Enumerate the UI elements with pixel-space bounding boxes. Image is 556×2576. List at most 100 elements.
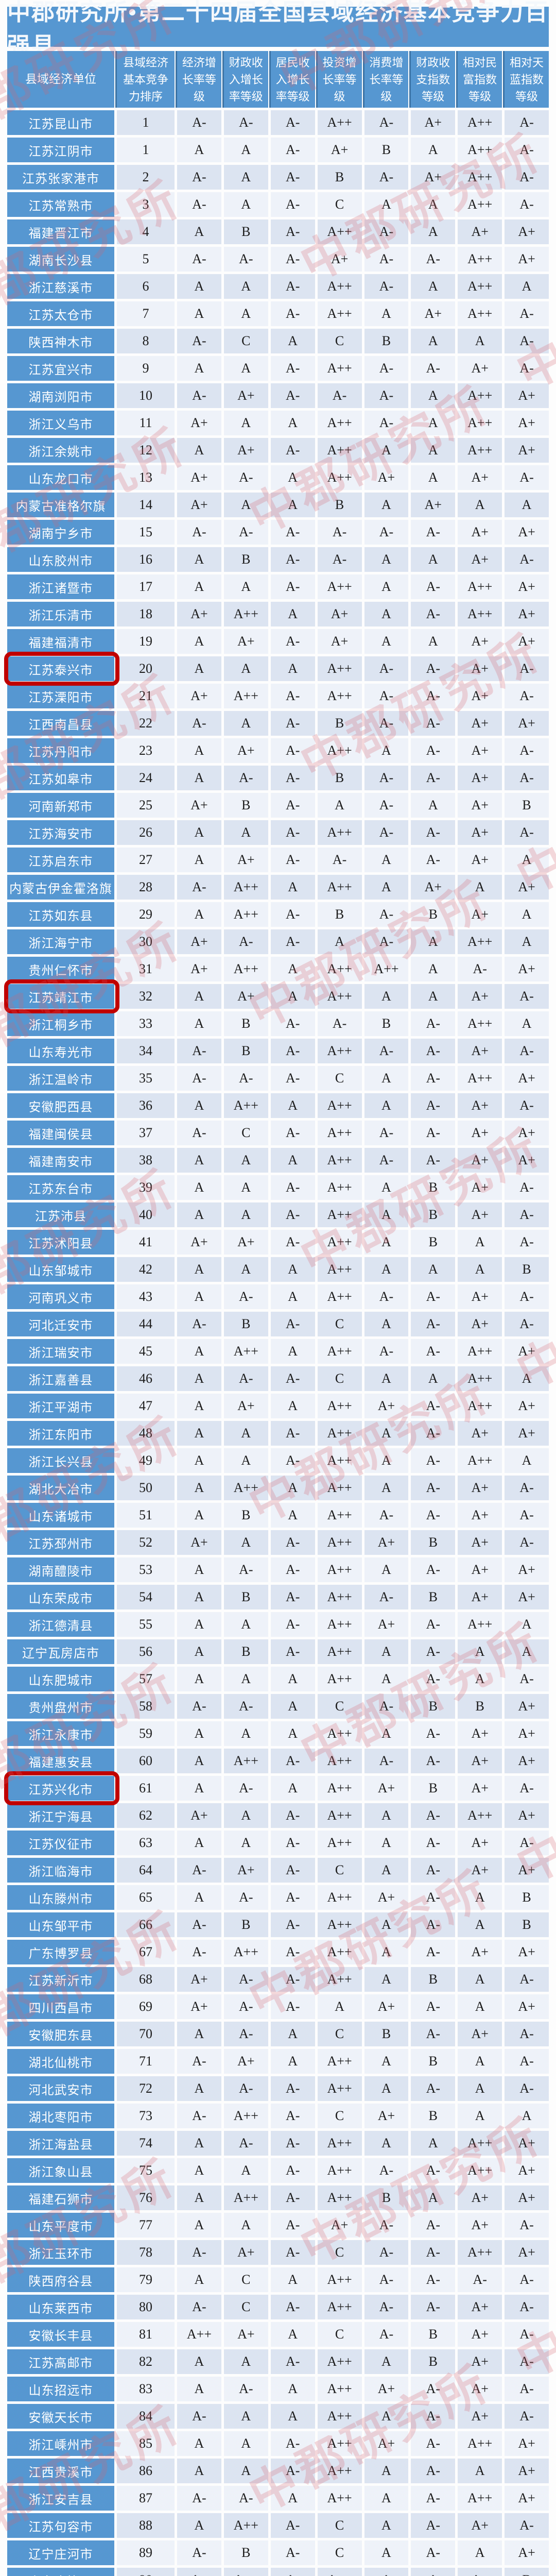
county-name-cell: 山东广饶县 <box>7 2568 114 2576</box>
county-name-cell-highlighted: 江苏兴化市 <box>4 1771 119 1805</box>
grade-cell: A- <box>505 2022 549 2046</box>
grade-cell: A- <box>364 219 409 244</box>
grade-cell: A++ <box>177 2322 221 2347</box>
grade-cell: A- <box>177 2404 221 2429</box>
rank-cell: 11 <box>117 411 175 435</box>
rank-cell: 43 <box>117 1284 175 1309</box>
rank-cell: 73 <box>117 2104 175 2128</box>
grade-cell: B <box>223 1585 268 1609</box>
grade-cell: B <box>411 2104 456 2128</box>
grade-cell: A++ <box>458 2240 502 2265</box>
grade-cell: A- <box>177 383 221 408</box>
rank-cell: 8 <box>117 329 175 353</box>
rank-cell: 66 <box>117 1912 175 1937</box>
grade-cell: A- <box>177 2486 221 2511</box>
grade-cell: A- <box>270 1639 315 1664</box>
grade-cell: B <box>411 1202 456 1227</box>
grade-cell: A++ <box>458 411 502 435</box>
grade-cell: A- <box>505 1530 549 1555</box>
grade-cell: A <box>270 1476 315 1500</box>
grade-cell: A+ <box>364 465 409 490</box>
grade-cell: A- <box>177 1066 221 1091</box>
grade-cell: C <box>223 1121 268 1145</box>
rank-cell: 28 <box>117 875 175 900</box>
grade-cell: A <box>177 1503 221 1528</box>
rank-cell: 68 <box>117 1967 175 1992</box>
rank-cell: 37 <box>117 1121 175 1145</box>
grade-cell: A- <box>505 2513 549 2538</box>
grade-cell: A- <box>364 1585 409 1609</box>
grade-cell: A <box>223 1612 268 1637</box>
grade-cell: A- <box>270 1175 315 1200</box>
county-name-cell: 浙江义乌市 <box>7 411 114 435</box>
grade-cell: A++ <box>223 902 268 927</box>
grade-cell: A- <box>177 1121 221 1145</box>
county-name-cell: 山东胶州市 <box>7 547 114 572</box>
grade-cell: A- <box>411 1885 456 1910</box>
grade-cell: A+ <box>505 629 549 654</box>
grade-cell: A <box>364 574 409 599</box>
rank-cell: 89 <box>117 2540 175 2565</box>
grade-cell: A- <box>364 820 409 845</box>
grade-cell: A++ <box>223 2104 268 2128</box>
grade-cell: A <box>270 411 315 435</box>
grade-cell: A+ <box>505 438 549 463</box>
county-name-cell: 浙江慈溪市 <box>7 274 114 299</box>
grade-cell: A <box>364 1803 409 1828</box>
grade-cell: A- <box>505 1039 549 1063</box>
rank-cell: 21 <box>117 684 175 708</box>
grade-cell: A <box>177 1885 221 1910</box>
grade-cell: A++ <box>458 138 502 162</box>
county-name-cell: 江苏邳州市 <box>7 1530 114 1555</box>
grade-cell: A- <box>411 2377 456 2401</box>
rank-cell: 49 <box>117 1448 175 1473</box>
grade-cell: A+ <box>458 1557 502 1582</box>
grade-cell: A <box>177 138 221 162</box>
county-name-cell: 江苏常熟市 <box>7 192 114 217</box>
grade-cell: A+ <box>505 875 549 900</box>
grade-cell: A- <box>364 1749 409 1773</box>
grade-cell: A- <box>317 1011 362 1036</box>
grade-cell: A- <box>270 2295 315 2319</box>
grade-cell: A++ <box>317 2404 362 2429</box>
grade-cell: A+ <box>505 1421 549 1446</box>
grade-cell: C <box>223 2295 268 2319</box>
grade-cell: A++ <box>458 110 502 135</box>
county-name-cell: 湖南宁乡市 <box>7 520 114 545</box>
county-name-cell: 浙江温岭市 <box>7 1066 114 1091</box>
grade-cell: A+ <box>505 1858 549 1883</box>
grade-cell: A+ <box>223 1230 268 1255</box>
grade-cell: A- <box>270 766 315 790</box>
grade-cell: A+ <box>364 1530 409 1555</box>
grade-cell: A <box>177 2158 221 2183</box>
grade-cell: A++ <box>317 2185 362 2210</box>
grade-cell: A++ <box>317 1776 362 1801</box>
grade-cell: A- <box>223 2076 268 2101</box>
grade-cell: A- <box>411 1940 456 1964</box>
grade-cell: A+ <box>505 2131 549 2156</box>
county-name-cell: 浙江象山县 <box>7 2158 114 2183</box>
grade-cell: A+ <box>505 411 549 435</box>
grade-cell: A- <box>317 520 362 545</box>
grade-cell: A- <box>411 2295 456 2319</box>
grade-cell: A <box>177 219 221 244</box>
grade-cell: A <box>177 984 221 1009</box>
grade-cell: B <box>317 711 362 736</box>
grade-cell: A <box>411 192 456 217</box>
grade-cell: A++ <box>458 301 502 326</box>
rank-cell: 64 <box>117 1858 175 1883</box>
grade-cell: A++ <box>317 1831 362 1855</box>
grade-cell: A- <box>411 1066 456 1091</box>
grade-cell: A++ <box>458 1448 502 1473</box>
grade-cell: A <box>364 1557 409 1582</box>
grade-cell: A <box>177 1639 221 1664</box>
county-name-cell: 浙江安吉县 <box>7 2486 114 2511</box>
grade-cell: B <box>505 1257 549 1282</box>
grade-cell: A++ <box>458 1366 502 1391</box>
rank-cell: 88 <box>117 2513 175 2538</box>
grade-cell: A++ <box>317 2267 362 2292</box>
grade-cell: A- <box>411 1912 456 1937</box>
grade-cell: A- <box>270 1011 315 1036</box>
grade-cell: A++ <box>223 684 268 708</box>
grade-cell: A++ <box>317 1803 362 1828</box>
